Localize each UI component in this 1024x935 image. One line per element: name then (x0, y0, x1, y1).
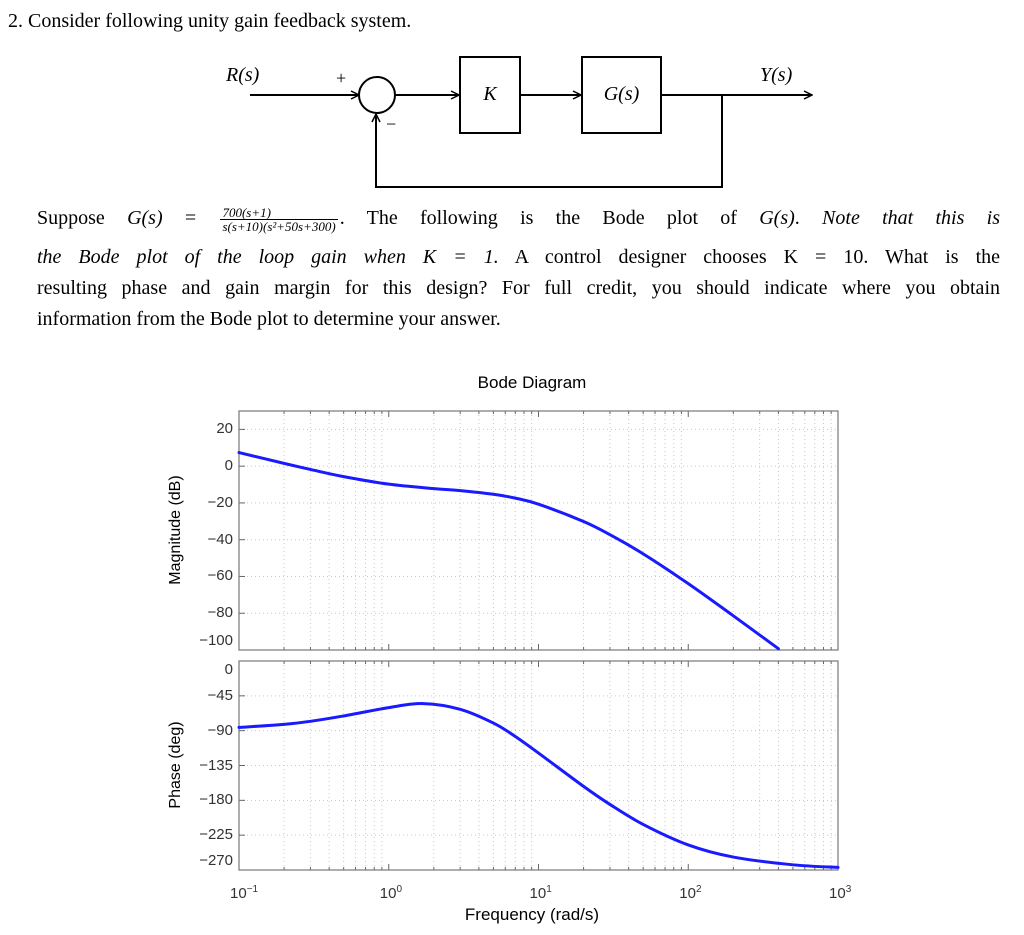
x-tick-label: 103 (829, 881, 851, 902)
phase-y-tick-label: −45 (207, 686, 233, 704)
x-axis-label: Frequency (rad/s) (464, 905, 600, 924)
input-label: R(s) (226, 64, 260, 86)
math-g: G(s) (127, 207, 163, 230)
chart-title: Bode Diagram (477, 373, 587, 392)
x-tick-exponent: 2 (695, 884, 702, 895)
x-tick-exponent: −1 (246, 884, 259, 895)
x-tick-exponent: 0 (396, 884, 402, 895)
phase-y-tick-label: −225 (199, 826, 233, 844)
text: . (794, 207, 823, 230)
question-title: 2. Consider following unity gain feedbac… (8, 10, 412, 32)
magnitude-y-tick-label: 0 (224, 457, 233, 475)
tf-numerator: 700(s+1) (220, 206, 338, 220)
x-tick-label: 102 (679, 881, 701, 902)
note-text: the Bode plot of the loop gain when K = … (37, 246, 499, 268)
minus-sign: − (386, 114, 397, 134)
phase-y-tick-label: −270 (199, 852, 233, 869)
plus-sign: + (336, 68, 347, 88)
text: . The following is the Bode plot of (339, 207, 760, 230)
block-diagram (250, 56, 1024, 188)
phase-y-tick-label: −135 (199, 756, 233, 774)
magnitude-y-tick-label: −60 (207, 567, 233, 585)
phase-axes-box (238, 660, 839, 871)
magnitude-y-tick-label: −80 (207, 604, 233, 622)
paragraph-line-3: resulting phase and gain margin for this… (37, 277, 1000, 299)
text: Suppose (37, 207, 128, 230)
paragraph-line-1: Suppose G(s) = 700(s+1) s(s+10)(s²+50s+30… (37, 206, 1000, 233)
phase-y-tick-label: 0 (224, 661, 233, 678)
x-tick-base: 10 (529, 885, 547, 902)
magnitude-axes-box (238, 410, 839, 651)
block-g-label: G(s) (603, 83, 640, 105)
x-tick-label: 101 (530, 881, 552, 902)
magnitude-y-tick-label: −100 (199, 632, 233, 649)
phase-y-tick-label: −90 (207, 721, 233, 739)
phase-curve (237, 702, 840, 869)
magnitude-curve (237, 451, 780, 651)
feedback-path (376, 95, 723, 188)
x-tick-exponent: 1 (546, 884, 552, 895)
x-tick-base: 10 (230, 885, 247, 902)
phase-y-tick-label: −180 (199, 791, 233, 809)
paragraph-line-4: information from the Bode plot to determ… (37, 308, 501, 330)
text: A control designer chooses K = 10. What … (498, 246, 1001, 268)
magnitude-y-tick-label: −40 (207, 530, 233, 548)
tf-denominator: s(s+10)(s²+50s+300) (222, 219, 336, 234)
transfer-function: 700(s+1) s(s+10)(s²+50s+300) (220, 206, 338, 234)
note-text: Note that this is (822, 207, 1000, 230)
output-label: Y(s) (760, 64, 793, 86)
block-k-label: K (483, 83, 497, 105)
x-tick-base: 10 (379, 885, 397, 902)
x-tick-label: 100 (380, 881, 402, 902)
x-tick-label: 10−1 (230, 881, 258, 902)
magnitude-y-tick-label: −20 (207, 493, 233, 511)
math-g: G(s) (759, 207, 795, 230)
magnitude-y-tick-label: 20 (216, 420, 233, 438)
x-tick-base: 10 (829, 885, 846, 902)
paragraph-line-2: the Bode plot of the loop gain when K = … (37, 246, 1000, 269)
x-tick-exponent: 3 (845, 884, 852, 895)
equals: = (162, 207, 219, 230)
x-tick-base: 10 (679, 885, 696, 902)
